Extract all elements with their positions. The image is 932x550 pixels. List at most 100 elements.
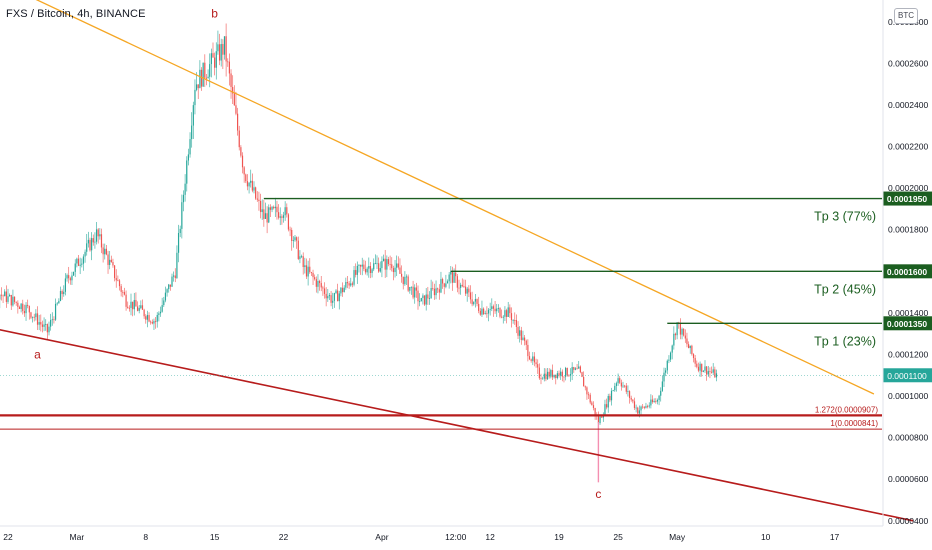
candle-body — [153, 321, 155, 324]
candle-body — [360, 265, 362, 267]
candle-body — [68, 275, 70, 279]
candle-body — [451, 271, 454, 283]
candle-body — [694, 358, 696, 364]
time-tick-label: Apr — [375, 532, 388, 542]
candle-body — [688, 344, 690, 349]
candle-body — [443, 283, 445, 287]
trendline-upper[interactable] — [0, 0, 875, 395]
candle-body — [17, 302, 19, 307]
candle-body — [173, 275, 175, 277]
candle-body — [635, 407, 637, 409]
candle-body — [307, 266, 309, 277]
fib-level-label: 1(0.0000841) — [830, 419, 878, 428]
candle-body — [192, 105, 194, 126]
candle-body — [669, 352, 672, 360]
candle-body — [50, 319, 52, 327]
candle-body — [54, 303, 57, 320]
candle-body — [425, 294, 427, 305]
candle-body — [645, 406, 647, 408]
candle-body — [235, 105, 237, 114]
candle-body — [56, 303, 58, 305]
candle-body — [489, 309, 491, 310]
candle-body — [466, 288, 468, 294]
candle-body — [110, 259, 112, 263]
candle-body — [435, 288, 437, 296]
candle-body — [499, 308, 501, 317]
candle-body — [569, 374, 572, 376]
trendline-lower[interactable] — [0, 317, 914, 522]
candle-body — [310, 272, 312, 273]
candle-body — [187, 154, 189, 161]
candle-body — [681, 328, 683, 335]
candle-body — [143, 309, 145, 317]
candle-body — [233, 93, 235, 106]
candle-body — [692, 354, 695, 359]
candle-body — [69, 278, 71, 281]
candle-body — [502, 316, 504, 318]
candle-body — [527, 344, 529, 357]
candle-body — [71, 275, 73, 281]
candle-body — [702, 370, 704, 372]
candle-body — [663, 372, 665, 382]
candle-body — [174, 275, 176, 279]
candle-body — [246, 181, 249, 187]
candle-body — [164, 292, 167, 301]
candle-body — [647, 406, 649, 407]
candle-body — [13, 296, 16, 302]
candle-body — [469, 292, 472, 300]
candle-body — [528, 356, 531, 360]
candle-body — [204, 62, 206, 78]
candle-body — [346, 282, 349, 284]
candle-body — [87, 239, 89, 244]
candle-body — [328, 295, 331, 297]
candle-body — [497, 308, 499, 309]
candle-body — [535, 362, 537, 365]
candle-body — [448, 274, 450, 282]
candle-body — [286, 207, 288, 215]
candle-body — [374, 263, 376, 265]
price-tick-label: 0.0001800 — [888, 225, 928, 235]
symbol-title[interactable]: FXS / Bitcoin, 4h, BINANCE — [6, 8, 146, 20]
candle-body — [89, 239, 91, 251]
price-tick-label: 0.0001400 — [888, 308, 928, 318]
candle-body — [491, 306, 493, 310]
candle-body — [405, 276, 408, 278]
candle-body — [422, 295, 424, 299]
candle-body — [674, 333, 677, 336]
candle-body — [341, 287, 344, 293]
candle-body — [494, 308, 496, 312]
candle-body — [136, 306, 139, 311]
candle-body — [476, 299, 478, 304]
candle-body — [446, 281, 449, 284]
candle-body — [171, 276, 173, 287]
candle-body — [292, 240, 294, 242]
candle-body — [253, 187, 255, 191]
candle-body — [510, 313, 513, 321]
candle-body — [478, 303, 480, 311]
candle-body — [135, 300, 137, 307]
candle-body — [196, 84, 198, 90]
target-label: Tp 3 (77%) — [814, 210, 876, 224]
candle-body — [302, 256, 304, 268]
candle-body — [268, 207, 270, 223]
currency-button[interactable]: BTC — [894, 8, 918, 24]
candle-body — [84, 251, 86, 257]
candle-body — [512, 320, 514, 321]
candle-body — [655, 401, 657, 402]
candle-body — [573, 367, 575, 370]
candle-body — [402, 276, 404, 285]
candle-body — [205, 77, 208, 79]
candle-body — [9, 294, 11, 297]
candle-body — [214, 57, 216, 68]
candle-body — [676, 322, 678, 336]
candle-body — [561, 371, 563, 377]
candle-body — [589, 394, 591, 403]
candle-body — [182, 194, 185, 203]
candle-body — [578, 366, 580, 369]
candle-body — [86, 243, 88, 252]
candle-body — [109, 259, 111, 265]
candle-body — [281, 216, 283, 218]
candle-body — [212, 53, 214, 58]
candle-body — [186, 160, 188, 184]
